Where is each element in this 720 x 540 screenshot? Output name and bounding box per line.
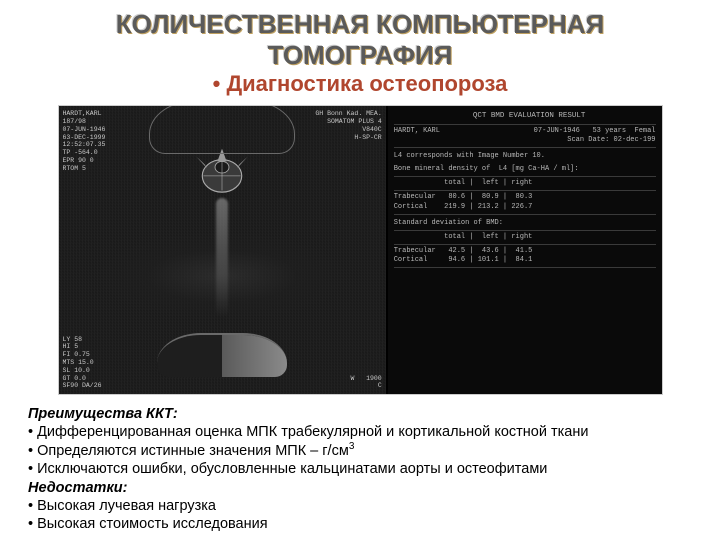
ct-image: [59, 106, 386, 394]
title-line1: КОЛИЧЕСТВЕННАЯ КОМПЬЮТЕРНАЯ: [24, 10, 696, 39]
slide-container: КОЛИЧЕСТВЕННАЯ КОМПЬЮТЕРНАЯ ТОМОГРАФИЯ •…: [0, 0, 720, 540]
sep-1: [394, 124, 656, 125]
sep-5: [394, 214, 656, 215]
sep-7: [394, 244, 656, 245]
density-cols: total | left | right: [394, 179, 656, 188]
subtitle-text: Диагностика остеопороза: [226, 71, 507, 96]
image-number-line: L4 corresponds with Image Number 10.: [394, 152, 656, 161]
std-trabecular: Trabecular 42.5 | 43.6 | 41.5: [394, 247, 656, 256]
ct-meta-bottom-right: W 1900 C: [351, 375, 382, 391]
phantom-outline: [149, 106, 295, 154]
title-line2: ТОМОГРАФИЯ: [24, 41, 696, 70]
text-block: Преимущества ККТ: • Дифференцированная о…: [24, 405, 696, 533]
qct-result-panel: QCT BMD EVALUATION RESULT HARDT, KARL 07…: [388, 106, 662, 394]
dis-1: • Высокая лучевая нагрузка: [28, 497, 692, 515]
patient-info: 07-JUN-1946 53 years Femal Scan Date: 02…: [534, 127, 656, 145]
density-cortical: Cortical 219.9 | 213.2 | 226.7: [394, 203, 656, 212]
density-trabecular: Trabecular 80.6 | 80.9 | 80.3: [394, 193, 656, 202]
std-cortical: Cortical 94.6 | 101.1 | 84.1: [394, 256, 656, 265]
advantages-title: Преимущества ККТ:: [28, 405, 692, 423]
patient-name: HARDT, KARL: [394, 127, 440, 145]
phantom-fill: [222, 335, 287, 377]
sep-2: [394, 147, 656, 148]
ct-meta-top-right: GH Bonn Kad. MEA. SOMATOM PLUS 4 V840C H…: [315, 110, 381, 141]
density-title: Bone mineral density of L4 [mg Ca-HA / m…: [394, 165, 656, 174]
sep-3: [394, 176, 656, 177]
adv-2: • Определяются истинные значения МПК – г…: [28, 441, 692, 460]
spinal-cord: [216, 198, 228, 318]
ct-scan-panel: HARDT,KARL 187/98 07-JUN-1946 63-DEC-199…: [59, 106, 386, 394]
calibration-phantom: [157, 333, 287, 377]
scan-area: HARDT,KARL 187/98 07-JUN-1946 63-DEC-199…: [58, 105, 663, 395]
result-header: QCT BMD EVALUATION RESULT: [394, 112, 656, 122]
ct-meta-top-left: HARDT,KARL 187/98 07-JUN-1946 63-DEC-199…: [63, 110, 106, 172]
adv-1: • Дифференцированная оценка МПК трабекул…: [28, 423, 692, 441]
disadvantages-title: Недостатки:: [28, 479, 692, 497]
sep-4: [394, 190, 656, 191]
subtitle-row: • Диагностика остеопороза: [24, 71, 696, 97]
std-title: Standard deviation of BMD:: [394, 219, 656, 228]
sep-6: [394, 230, 656, 231]
std-cols: total | left | right: [394, 233, 656, 242]
dis-2: • Высокая стоимость исследования: [28, 515, 692, 533]
bullet-icon: •: [213, 71, 221, 96]
ct-meta-bottom-left: LY 58 HI 5 FI 0.75 MTS 15.0 SL 10.0 GT 0…: [63, 336, 102, 391]
sep-8: [394, 267, 656, 268]
adv-3: • Исключаются ошибки, обусловленные каль…: [28, 460, 692, 478]
